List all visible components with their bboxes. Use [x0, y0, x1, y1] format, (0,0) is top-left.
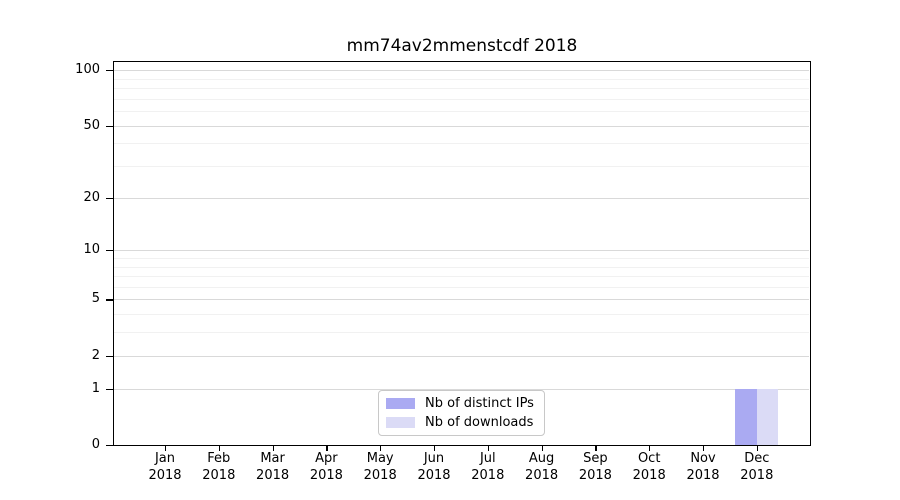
- x-tick-year-4: 2018: [309, 468, 343, 483]
- x-tick-year-1: 2018: [148, 468, 182, 483]
- legend-label-downloads: Nb of downloads: [425, 415, 534, 430]
- x-tick-year-9: 2018: [578, 468, 612, 483]
- x-tick-month-11: Nov: [690, 451, 716, 466]
- gridline-minor-y-7: [114, 276, 809, 277]
- x-tick-month-2: Feb: [207, 451, 231, 466]
- x-tick-mark-3: [272, 445, 274, 451]
- y-tick-label-10: 10: [83, 242, 100, 258]
- gridline-minor-y-60: [114, 111, 809, 112]
- x-tick-mark-7: [487, 445, 489, 451]
- gridline-minor-y-3: [114, 332, 809, 334]
- x-tick-mark-6: [434, 445, 436, 451]
- x-tick-label-6: Jun 2018: [405, 450, 463, 484]
- y-tick-mark-10: [106, 250, 113, 252]
- gridline-minor-y-80: [114, 87, 809, 89]
- x-tick-year-12: 2018: [740, 468, 774, 483]
- x-tick-month-10: Oct: [637, 451, 661, 466]
- x-tick-year-5: 2018: [363, 468, 397, 483]
- gridline-y-50: [114, 125, 809, 127]
- x-tick-month-5: May: [366, 451, 394, 466]
- gridline-y-2: [114, 355, 809, 357]
- bar-downloads-dec-2018: [756, 388, 778, 445]
- x-tick-month-6: Jun: [423, 451, 445, 466]
- y-tick-mark-0: [106, 445, 113, 447]
- x-tick-month-12: Dec: [744, 451, 770, 466]
- gridline-minor-y-6: [114, 286, 809, 288]
- x-tick-label-4: Apr 2018: [297, 450, 355, 484]
- legend-swatch-downloads: [386, 417, 415, 428]
- gridline-minor-y-9: [114, 257, 809, 259]
- x-tick-label-5: May 2018: [351, 450, 409, 484]
- gridline-y-100: [114, 70, 809, 71]
- x-tick-label-2: Feb 2018: [190, 450, 248, 484]
- x-tick-label-8: Aug 2018: [513, 450, 571, 484]
- y-tick-label-50: 50: [83, 117, 100, 133]
- x-tick-month-7: Jul: [479, 451, 496, 466]
- x-tick-label-9: Sep 2018: [566, 450, 624, 484]
- x-tick-month-4: Apr: [315, 451, 338, 466]
- y-tick-label-100: 100: [75, 62, 100, 77]
- gridline-y-5: [114, 299, 809, 301]
- x-tick-month-8: Aug: [528, 451, 555, 466]
- x-tick-year-10: 2018: [632, 468, 666, 483]
- x-tick-mark-11: [703, 445, 705, 451]
- y-tick-mark-1: [106, 388, 113, 390]
- x-tick-month-9: Sep: [583, 451, 608, 466]
- y-tick-mark-20: [106, 197, 113, 199]
- legend: Nb of distinct IPs Nb of downloads: [378, 390, 545, 436]
- x-tick-mark-5: [380, 445, 382, 451]
- x-tick-year-3: 2018: [256, 468, 290, 483]
- x-tick-mark-2: [218, 445, 220, 451]
- x-tick-year-2: 2018: [202, 468, 236, 483]
- legend-item-downloads: Nb of downloads: [386, 415, 536, 430]
- gridline-y-20: [114, 197, 809, 199]
- x-tick-month-1: Jan: [154, 451, 176, 466]
- legend-swatch-distinct-ips: [386, 398, 415, 409]
- y-tick-label-5: 5: [91, 291, 100, 307]
- x-tick-mark-1: [165, 445, 167, 451]
- legend-label-distinct-ips: Nb of distinct IPs: [425, 396, 534, 411]
- gridline-minor-y-8: [114, 266, 809, 268]
- x-tick-mark-10: [649, 445, 651, 451]
- y-tick-label-2: 2: [91, 347, 100, 363]
- y-tick-mark-100: [106, 70, 113, 72]
- chart-title: mm74av2mmenstcdf 2018: [346, 36, 578, 56]
- y-tick-mark-2: [106, 355, 113, 357]
- x-tick-year-8: 2018: [525, 468, 559, 483]
- x-tick-year-6: 2018: [417, 468, 451, 483]
- y-tick-mark-5: [106, 299, 113, 301]
- gridline-minor-y-4: [114, 314, 809, 316]
- bar-distinct-ips-dec-2018: [734, 388, 757, 445]
- gridline-minor-y-70: [114, 98, 809, 100]
- gridline-y-10: [114, 250, 809, 252]
- y-tick-label-20: 20: [83, 189, 100, 205]
- x-tick-mark-4: [326, 445, 328, 451]
- gridline-minor-y-90: [114, 78, 809, 80]
- x-tick-label-3: Mar 2018: [244, 450, 302, 484]
- x-tick-year-7: 2018: [471, 468, 505, 483]
- x-tick-mark-12: [756, 445, 758, 451]
- x-tick-label-11: Nov 2018: [674, 450, 732, 484]
- x-tick-label-12: Dec 2018: [728, 450, 786, 484]
- x-tick-year-11: 2018: [686, 468, 720, 483]
- gridline-minor-y-30: [114, 166, 809, 167]
- x-tick-label-7: Jul 2018: [459, 450, 517, 484]
- gridline-y-1: [114, 388, 809, 390]
- plot-frame: [113, 61, 811, 446]
- y-tick-label-1: 1: [91, 380, 100, 396]
- x-tick-mark-9: [595, 445, 597, 451]
- x-tick-mark-8: [541, 445, 543, 451]
- y-tick-mark-50: [106, 125, 113, 127]
- x-tick-label-10: Oct 2018: [620, 450, 678, 484]
- y-tick-label-0: 0: [91, 437, 100, 452]
- legend-item-distinct-ips: Nb of distinct IPs: [386, 396, 536, 411]
- gridline-minor-y-40: [114, 143, 809, 145]
- x-tick-label-1: Jan 2018: [136, 450, 194, 484]
- x-tick-month-3: Mar: [260, 451, 285, 466]
